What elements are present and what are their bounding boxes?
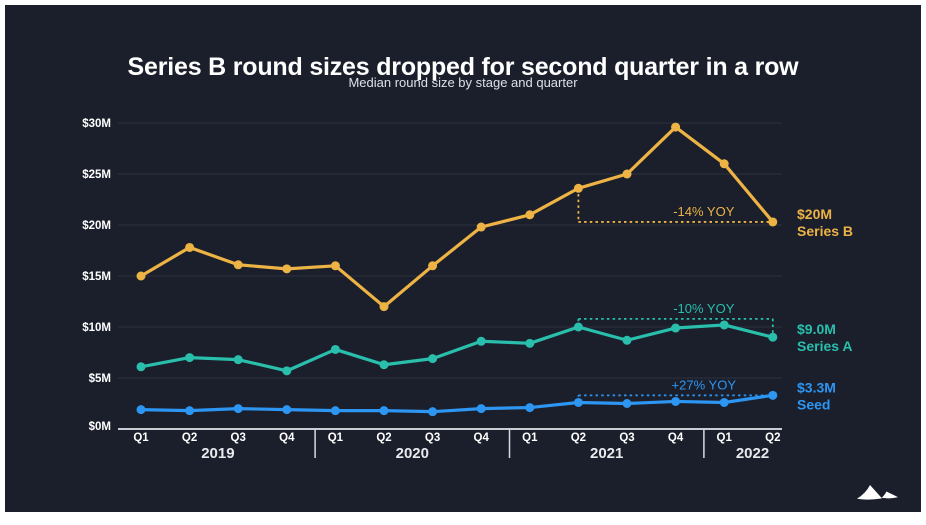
x-axis-quarter-label: Q2 xyxy=(182,432,197,444)
series-a-point xyxy=(428,354,438,364)
y-axis-tick-label: $5M xyxy=(89,373,111,385)
x-axis-quarter-label: Q3 xyxy=(619,432,634,444)
x-axis-year-label: 2019 xyxy=(201,445,234,462)
y-axis-tick-label: $25M xyxy=(82,169,111,181)
seed-point xyxy=(233,404,243,414)
x-axis-quarter-label: Q1 xyxy=(717,432,733,444)
seed-end-label-name: Seed xyxy=(797,396,830,412)
seed-point xyxy=(719,397,729,407)
y-axis-tick-label: $20M xyxy=(82,220,111,232)
series-b-point xyxy=(525,210,535,220)
x-axis-year-label: 2020 xyxy=(396,445,429,462)
series-b-point xyxy=(233,260,243,270)
series-a-point xyxy=(671,323,681,333)
series-b-yoy-label: -14% YOY xyxy=(673,204,735,219)
y-axis-tick-label: $0M xyxy=(89,421,111,433)
x-axis-quarter-label: Q4 xyxy=(474,432,490,444)
series-a-point xyxy=(136,362,146,372)
x-axis-quarter-label: Q4 xyxy=(279,432,295,444)
series-a-yoy-label: -10% YOY xyxy=(673,301,735,316)
series-a-point xyxy=(573,322,583,332)
x-axis-quarter-label: Q2 xyxy=(571,432,586,444)
seed-point xyxy=(282,405,292,415)
x-axis-quarter-label: Q1 xyxy=(328,432,344,444)
series-b-point xyxy=(428,261,438,271)
x-axis-quarter-label: Q1 xyxy=(133,432,149,444)
series-a-end-label-value: $9.0M xyxy=(797,321,836,337)
seed-point xyxy=(185,406,195,416)
series-a-point xyxy=(233,355,243,365)
series-a-end-label-name: Series A xyxy=(797,338,853,354)
seed-yoy-label: +27% YOY xyxy=(672,377,737,392)
logo-mountains-icon xyxy=(857,485,898,500)
seed-end-label-value: $3.3M xyxy=(797,379,836,395)
series-b-point xyxy=(185,242,195,252)
series-b-end-label-name: Series B xyxy=(797,223,853,239)
y-axis-tick-label: $15M xyxy=(82,271,111,283)
series-a-point xyxy=(476,336,486,346)
series-a-point xyxy=(768,332,778,342)
x-axis-year-label: 2021 xyxy=(590,445,623,462)
series-b-point xyxy=(573,183,583,193)
seed-point xyxy=(768,390,778,400)
x-axis-quarter-label: Q4 xyxy=(668,432,684,444)
seed-point xyxy=(476,404,486,414)
series-a-line xyxy=(139,323,775,373)
seed-point xyxy=(428,407,438,417)
x-axis-quarter-label: Q2 xyxy=(765,432,780,444)
x-axis-quarter-label: Q3 xyxy=(425,432,440,444)
series-b-line xyxy=(139,125,775,309)
series-b-point xyxy=(671,122,681,132)
seed-point xyxy=(379,406,389,416)
seed-point xyxy=(671,396,681,406)
x-axis-year-label: 2022 xyxy=(736,445,769,462)
series-a-point xyxy=(525,338,535,348)
series-b-point xyxy=(282,264,292,274)
seed-point xyxy=(525,403,535,413)
series-b-point xyxy=(622,169,632,179)
series-b-point xyxy=(719,159,729,169)
x-axis-quarter-label: Q2 xyxy=(376,432,391,444)
series-b-point xyxy=(476,222,486,232)
series-a-point xyxy=(185,353,195,363)
y-axis-tick-label: $30M xyxy=(82,118,111,130)
seed-point xyxy=(330,406,340,416)
series-a-point xyxy=(719,320,729,330)
chart-subtitle: Median round size by stage and quarter xyxy=(348,75,578,90)
chart-card xyxy=(5,5,921,512)
series-a-point xyxy=(282,366,292,376)
seed-point xyxy=(622,399,632,408)
series-b-end-label-value: $20M xyxy=(797,206,832,222)
series-b-point xyxy=(136,271,146,281)
x-axis-quarter-label: Q1 xyxy=(522,432,538,444)
series-a-point xyxy=(330,344,340,354)
x-axis-quarter-label: Q3 xyxy=(231,432,246,444)
seed-line xyxy=(139,393,775,414)
series-b-point xyxy=(330,261,340,271)
chart-title: Series B round sizes dropped for second … xyxy=(127,52,799,81)
series-b-point xyxy=(379,302,389,312)
series-b-point xyxy=(768,217,778,227)
y-axis-tick-label: $10M xyxy=(82,322,111,334)
seed-point xyxy=(136,405,146,415)
seed-point xyxy=(573,397,583,407)
series-a-point xyxy=(379,360,389,370)
series-a-point xyxy=(622,335,632,345)
